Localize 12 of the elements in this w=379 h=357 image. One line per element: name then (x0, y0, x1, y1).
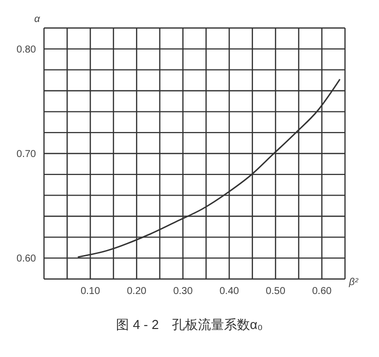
y-tick-label: 0.80 (16, 44, 36, 56)
y-tick-label: 0.60 (16, 254, 36, 265)
x-tick-label: 0.60 (312, 286, 332, 298)
x-tick-label: 0.40 (219, 286, 240, 298)
y-tick-label: 0.70 (16, 149, 36, 160)
y-axis-title: α (34, 14, 40, 25)
x-tick-label: 0.30 (173, 286, 194, 298)
x-axis-title: β² (348, 277, 359, 288)
x-tick-label: 0.20 (126, 286, 147, 298)
x-tick-label: 0.50 (266, 286, 286, 298)
text: 图 4 - 2 孔板流量系数α₀ (115, 316, 264, 334)
x-tick-label: 0.10 (80, 286, 100, 298)
